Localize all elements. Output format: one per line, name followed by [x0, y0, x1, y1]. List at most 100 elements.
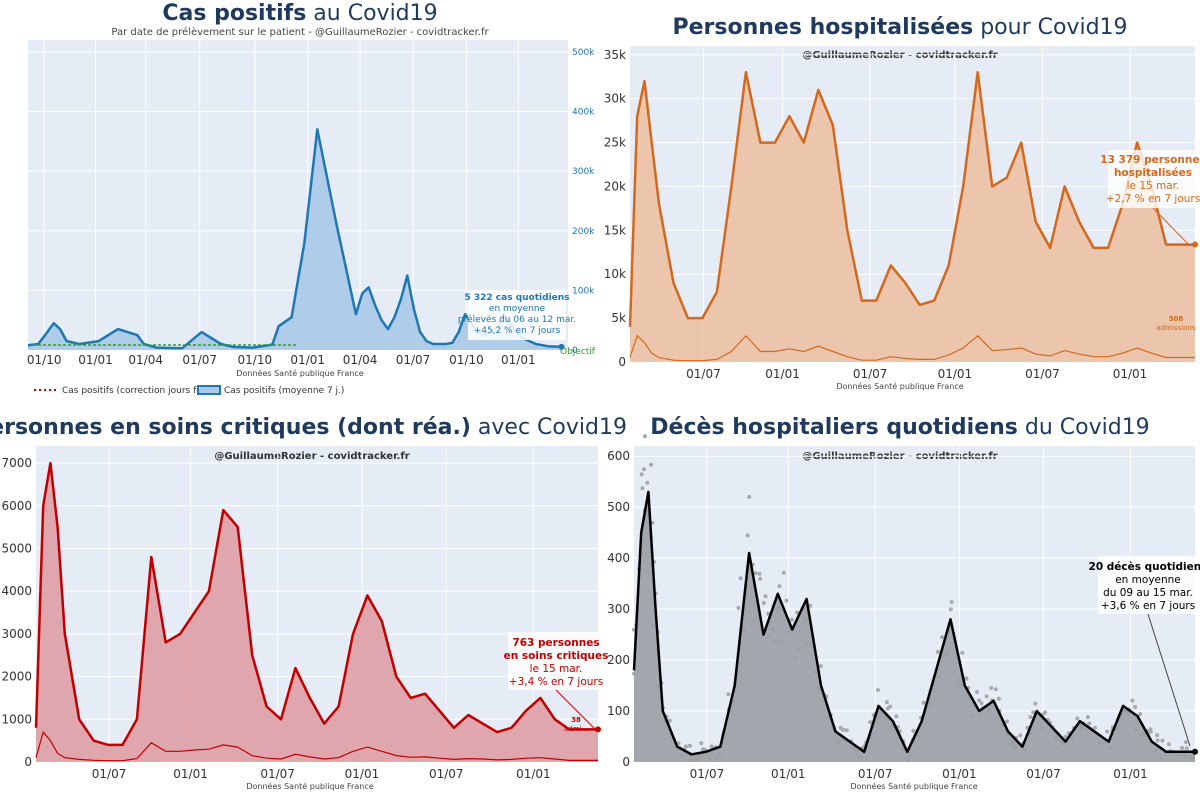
deaths-y-axis: 0 100 200 300 400 500 600	[607, 449, 630, 769]
cases-legend-corrected: Cas positifs (correction jours fériés)	[62, 385, 222, 396]
deaths-daily-dot	[701, 747, 705, 752]
deaths-daily-dot	[643, 434, 647, 439]
deaths-daily-dot	[818, 664, 823, 669]
icu-admissions-label: admi...	[564, 725, 588, 733]
cases-annotation-line4: +45,2 % en 7 jours	[474, 326, 561, 336]
deaths-daily-dot	[639, 472, 644, 477]
deaths-panel: Décès hospitaliers quotidiens du Covid19…	[607, 415, 1200, 791]
deaths-daily-dot	[790, 617, 794, 622]
cases-y-tick: 400k	[572, 108, 595, 118]
deaths-daily-dot	[844, 728, 849, 733]
deaths-daily-dot	[1093, 725, 1097, 730]
hosp-annotation-line3: le 15 mar.	[1127, 180, 1180, 192]
icu-y-tick: 3000	[1, 627, 32, 641]
cases-legend: Cas positifs (correction jours fériés) C…	[34, 385, 344, 396]
icu-y-tick: 6000	[1, 499, 32, 513]
cases-title: Cas positifs au Covid19	[162, 1, 437, 26]
deaths-daily-dot	[1033, 701, 1038, 706]
hosp-last-point	[1192, 241, 1198, 248]
cases-annotation-line1: 5 322 cas quotidiens	[464, 293, 569, 303]
hosp-annotation-line1: 13 379 personnes	[1100, 154, 1200, 166]
deaths-y-tick: 600	[607, 449, 630, 463]
deaths-daily-dot	[758, 576, 763, 581]
icu-title: Personnes en soins critiques (dont réa.)…	[0, 415, 627, 440]
deaths-daily-dot	[726, 692, 731, 697]
hosp-panel: Personnes hospitalisées pour Covid19 @Gu…	[604, 15, 1200, 391]
deaths-y-tick: 500	[607, 500, 630, 514]
icu-y-tick: 0	[24, 755, 32, 769]
icu-annotation: 763 personnes en soins critiques le 15 m…	[504, 632, 608, 729]
deaths-daily-dot	[884, 700, 889, 705]
deaths-daily-dot	[1031, 710, 1036, 715]
deaths-daily-dot	[940, 635, 945, 640]
deaths-x-tick: 01/01	[1113, 767, 1148, 781]
deaths-daily-dot	[1133, 705, 1138, 709]
hosp-y-tick: 15k	[604, 223, 626, 237]
icu-credit: @GuillaumeRozier - covidtracker.fr	[214, 451, 409, 462]
deaths-daily-dot	[885, 706, 890, 711]
hosp-title: Personnes hospitalisées pour Covid19	[672, 15, 1127, 40]
icu-x-axis: 01/07 01/01 01/07 01/01 01/07 01/01	[92, 767, 551, 781]
deaths-daily-dot	[1184, 746, 1189, 751]
deaths-y-tick: 300	[607, 602, 630, 616]
deaths-daily-dot	[838, 725, 843, 730]
cases-legend-avg: Cas positifs (moyenne 7 j.)	[224, 386, 344, 396]
hosp-x-tick: 01/01	[1113, 367, 1148, 381]
hosp-y-tick: 0	[618, 355, 626, 369]
cases-last-point	[558, 343, 565, 350]
deaths-daily-dot	[745, 533, 750, 538]
deaths-daily-dot	[977, 698, 982, 703]
icu-x-tick: 01/01	[173, 767, 208, 781]
icu-y-tick: 4000	[1, 584, 32, 598]
deaths-daily-dot	[1063, 734, 1068, 739]
deaths-daily-dot	[979, 701, 984, 706]
cases-x-tick: 01/07	[182, 353, 217, 367]
icu-marks	[34, 461, 601, 762]
hosp-y-tick: 20k	[604, 179, 626, 193]
deaths-title: Décès hospitaliers quotidiens du Covid19	[650, 415, 1149, 440]
hosp-y-tick: 35k	[604, 48, 626, 62]
deaths-daily-dot	[645, 480, 650, 485]
icu-panel: Personnes en soins critiques (dont réa.)…	[0, 415, 627, 791]
deaths-daily-dot	[736, 605, 741, 610]
cases-x-tick: 01/01	[290, 353, 325, 367]
icu-last-point	[595, 726, 601, 733]
deaths-daily-dot	[949, 600, 954, 604]
deaths-daily-dot	[1075, 716, 1080, 721]
deaths-daily-dot	[1028, 715, 1033, 719]
icu-admissions-line	[35, 730, 598, 762]
icu-x-tick: 01/07	[429, 767, 464, 781]
deaths-daily-dot	[1155, 733, 1160, 738]
hosp-x-axis: 01/07 01/01 01/07 01/01 01/07 01/01	[686, 367, 1147, 381]
deaths-daily-dot	[642, 467, 647, 472]
deaths-daily-dot	[1105, 729, 1110, 734]
deaths-daily-dot	[649, 462, 653, 467]
hosp-annotation-box	[1108, 150, 1198, 208]
icu-y-tick: 5000	[1, 541, 32, 555]
deaths-daily-dot	[868, 720, 873, 725]
deaths-daily-dot	[989, 686, 994, 690]
icu-annotation-line3: le 15 mar.	[530, 663, 583, 675]
cases-panel: Cas positifs au Covid19 Par date de prél…	[27, 1, 596, 396]
deaths-daily-dot	[876, 688, 880, 692]
deaths-annotation-line2: en moyenne	[1115, 574, 1181, 586]
hosp-y-tick: 25k	[604, 136, 626, 150]
icu-y-tick: 1000	[1, 712, 32, 726]
deaths-daily-dot	[1005, 719, 1009, 724]
deaths-daily-dot	[993, 687, 998, 692]
cases-y-tick: 300k	[572, 167, 595, 177]
deaths-y-tick: 100	[607, 704, 630, 718]
deaths-daily-dot	[1180, 745, 1184, 750]
deaths-x-tick: 01/07	[858, 767, 893, 781]
cases-source: Données Santé publique France	[236, 368, 363, 378]
deaths-daily-dot	[784, 598, 789, 603]
icu-y-tick: 7000	[1, 456, 32, 470]
deaths-daily-dot	[1148, 727, 1153, 732]
hosp-admissions-line	[629, 334, 1195, 362]
hosp-marks	[628, 71, 1198, 363]
icu-annotation-arrow	[555, 689, 595, 729]
deaths-daily-dot	[640, 486, 645, 491]
deaths-daily-dot	[1184, 740, 1188, 745]
deaths-line	[632, 490, 1195, 756]
hosp-x-tick: 01/01	[765, 367, 800, 381]
